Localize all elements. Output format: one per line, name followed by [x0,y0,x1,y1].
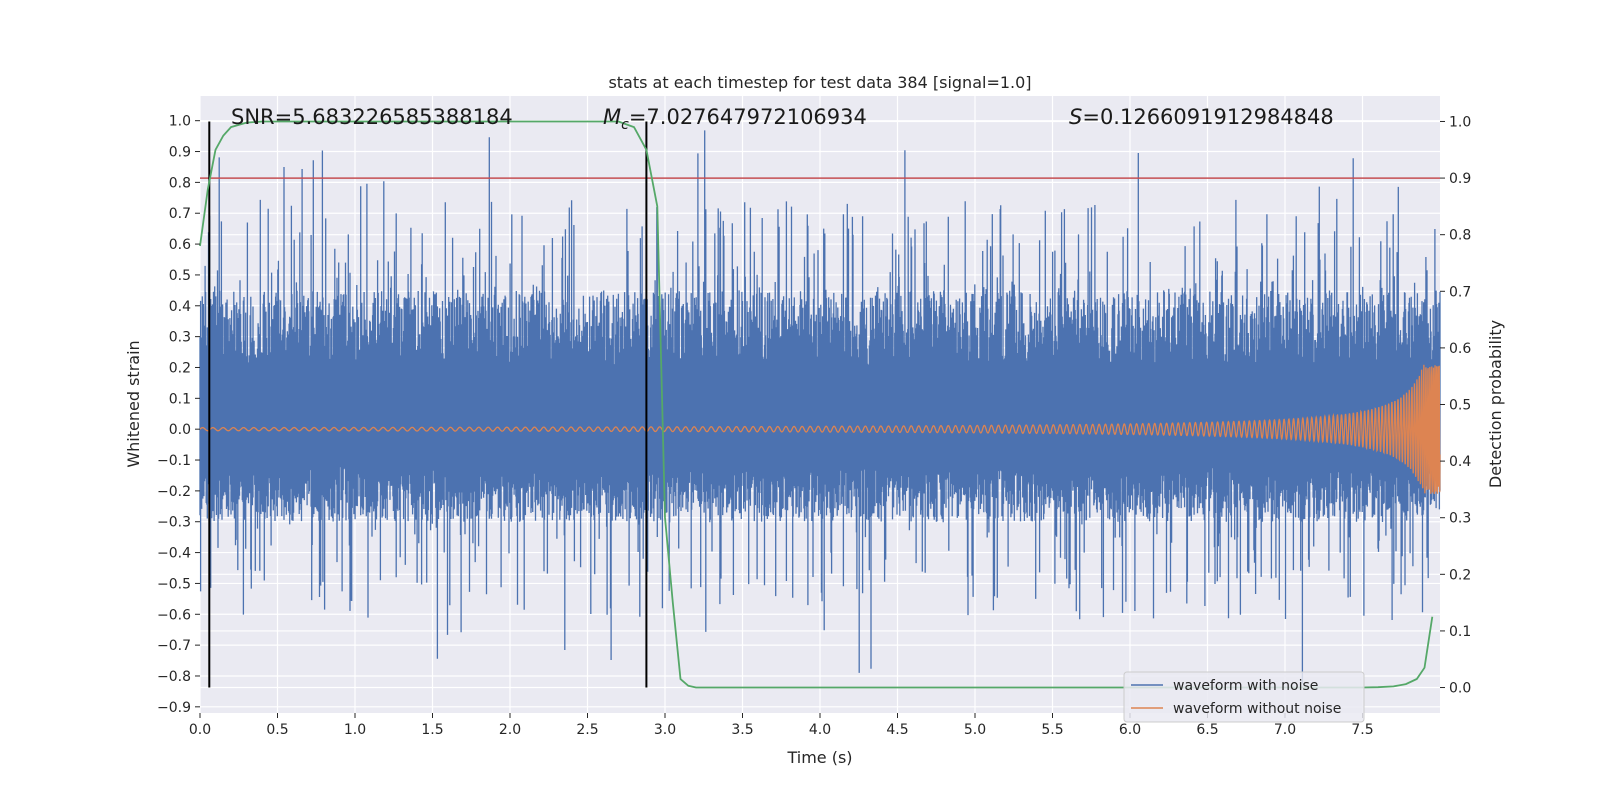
y-tick-label: −0.4 [157,546,191,562]
snr-annotation: SNR=5.683226585388184 [231,105,513,129]
x-tick-label: 5.0 [964,722,986,738]
y2-tick-label: 0.5 [1449,398,1471,414]
x-tick-label: 5.5 [1041,722,1063,738]
y-tick-label: −0.3 [157,515,191,531]
y-tick-label: 0.9 [169,145,191,161]
y-tick-label: −0.1 [157,453,191,469]
legend-label-clean: waveform without noise [1173,701,1341,717]
y-tick-label: 0.5 [169,268,191,284]
noisy-waveform-series [199,130,1441,684]
clean-waveform-line [199,364,1441,494]
axes: 0.0 0.5 1.0 1.5 2.0 2.5 3.0 3.5 4.0 4.5 5.0 5.5 6.0 6… [157,114,1471,738]
x-tick-label: 4.5 [886,722,908,738]
s-value: =0.1266091912984848 [1082,105,1333,129]
s-symbol: S [1069,105,1082,129]
detection-probability-line [199,120,1434,689]
y2-axis-label: Detection probability [1486,320,1505,488]
legend-label-noisy: waveform with noise [1173,678,1318,694]
y-tick-label: 0.8 [169,175,191,191]
y2-tick-label: 0.2 [1449,567,1471,583]
y2-tick-label: 0.0 [1449,681,1471,697]
noisy-waveform-line [199,130,1441,684]
x-tick-label: 0.5 [266,722,288,738]
clean-waveform-series [199,364,1441,494]
overlay-lines [199,120,1440,689]
y-tick-label: 0.6 [169,237,191,253]
x-tick-label: 0.0 [189,722,211,738]
y-tick-label: −0.7 [157,638,191,654]
y2-tick-label: 0.3 [1449,511,1471,527]
legend: waveform with noise waveform without noi… [1123,671,1365,723]
y2-tick-label: 0.7 [1449,284,1471,300]
y-tick-label: 0.0 [169,422,191,438]
y-tick-label: −0.2 [157,484,191,500]
x-tick-label: 6.5 [1196,722,1218,738]
chirp-mass-annotation: Mc=7.027647972106934 [603,105,867,133]
mc-symbol: M [603,105,621,129]
y2-tick-label: 1.0 [1449,114,1471,130]
x-tick-label: 1.0 [344,722,366,738]
y-tick-label: −0.6 [157,607,191,623]
y-tick-label: −0.8 [157,669,191,685]
y2-tick-label: 0.9 [1449,171,1471,187]
y-tick-label: 0.2 [169,360,191,376]
y2-tick-label: 0.6 [1449,341,1471,357]
mc-subscript: c [621,117,629,133]
y-tick-label: 0.3 [169,330,191,346]
x-tick-label: 7.0 [1274,722,1296,738]
x-tick-label: 1.5 [421,722,443,738]
legend-box [1123,671,1365,723]
x-tick-label: 3.5 [731,722,753,738]
y2-tick-label: 0.1 [1449,624,1471,640]
y-tick-label: 0.4 [169,299,191,315]
y2-tick-label: 0.4 [1449,454,1471,470]
mc-value: =7.027647972106934 [629,105,867,129]
x-tick-label: 2.5 [576,722,598,738]
y-tick-label: 0.1 [169,391,191,407]
y-axis-label: Whitened strain [124,340,143,467]
x-tick-label: 3.0 [654,722,676,738]
s-annotation: S=0.1266091912984848 [1069,105,1334,129]
x-tick-label: 6.0 [1119,722,1141,738]
y-tick-label: 0.7 [169,206,191,222]
y2-tick-label: 0.8 [1449,228,1471,244]
x-tick-label: 7.5 [1351,722,1373,738]
x-tick-label: 2.0 [499,722,521,738]
y-tick-label: −0.9 [157,700,191,716]
y-tick-label: −0.5 [157,576,191,592]
y-tick-label: 1.0 [169,114,191,130]
x-tick-label: 4.0 [809,722,831,738]
x-axis-label: Time (s) [786,748,852,767]
chart-title: stats at each timestep for test data 384… [608,73,1031,92]
